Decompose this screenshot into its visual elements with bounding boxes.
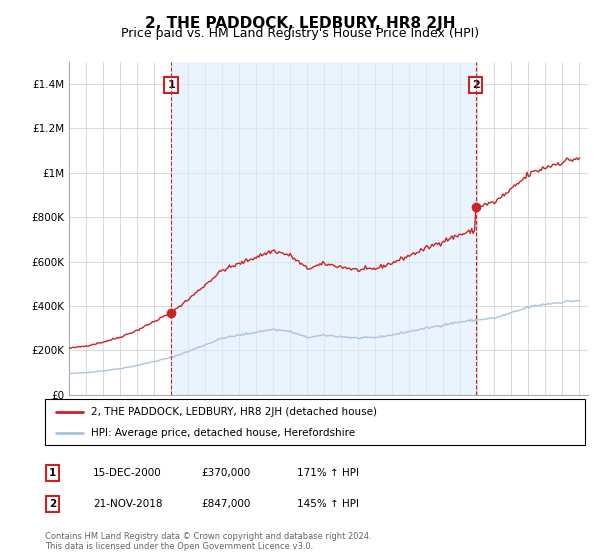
Bar — [171, 62, 476, 395]
Text: £847,000: £847,000 — [201, 499, 250, 509]
Text: HPI: Average price, detached house, Herefordshire: HPI: Average price, detached house, Here… — [91, 428, 355, 438]
Text: Price paid vs. HM Land Registry's House Price Index (HPI): Price paid vs. HM Land Registry's House … — [121, 27, 479, 40]
Text: 145% ↑ HPI: 145% ↑ HPI — [297, 499, 359, 509]
Text: 2: 2 — [472, 80, 479, 90]
Text: 21-NOV-2018: 21-NOV-2018 — [93, 499, 163, 509]
Text: £370,000: £370,000 — [201, 468, 250, 478]
Text: 1: 1 — [49, 468, 56, 478]
Text: 15-DEC-2000: 15-DEC-2000 — [93, 468, 162, 478]
Text: 171% ↑ HPI: 171% ↑ HPI — [297, 468, 359, 478]
Text: 2, THE PADDOCK, LEDBURY, HR8 2JH: 2, THE PADDOCK, LEDBURY, HR8 2JH — [145, 16, 455, 31]
Text: 2: 2 — [49, 499, 56, 509]
Text: 2, THE PADDOCK, LEDBURY, HR8 2JH (detached house): 2, THE PADDOCK, LEDBURY, HR8 2JH (detach… — [91, 407, 377, 417]
FancyBboxPatch shape — [45, 399, 585, 445]
Text: Contains HM Land Registry data © Crown copyright and database right 2024.
This d: Contains HM Land Registry data © Crown c… — [45, 532, 371, 552]
Text: 1: 1 — [167, 80, 175, 90]
